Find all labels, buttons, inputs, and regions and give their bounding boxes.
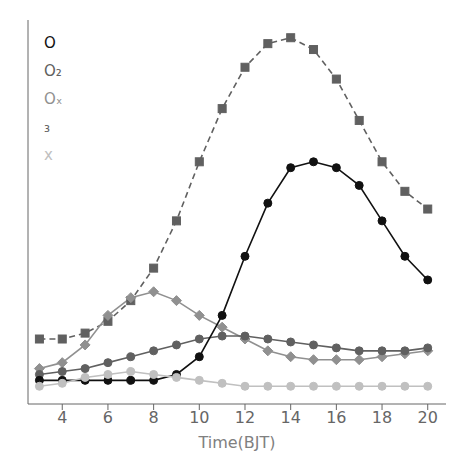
- svg-text:14: 14: [280, 408, 300, 427]
- svg-text:16: 16: [326, 408, 346, 427]
- svg-text:10: 10: [189, 408, 209, 427]
- html-text:x: x: [44, 146, 53, 164]
- html-text:Oₓ: Oₓ: [44, 90, 63, 108]
- html-text:O₂: O₂: [44, 62, 62, 80]
- html-text:O: O: [44, 34, 56, 52]
- svg-text:Time(BJT): Time(BJT): [197, 433, 275, 452]
- svg-text:6: 6: [103, 408, 113, 427]
- svg-text:4: 4: [57, 408, 67, 427]
- svg-text:20: 20: [418, 408, 438, 427]
- svg-text:18: 18: [372, 408, 392, 427]
- html-text:₃: ₃: [44, 118, 50, 136]
- svg-text:12: 12: [235, 408, 255, 427]
- svg-text:8: 8: [149, 408, 159, 427]
